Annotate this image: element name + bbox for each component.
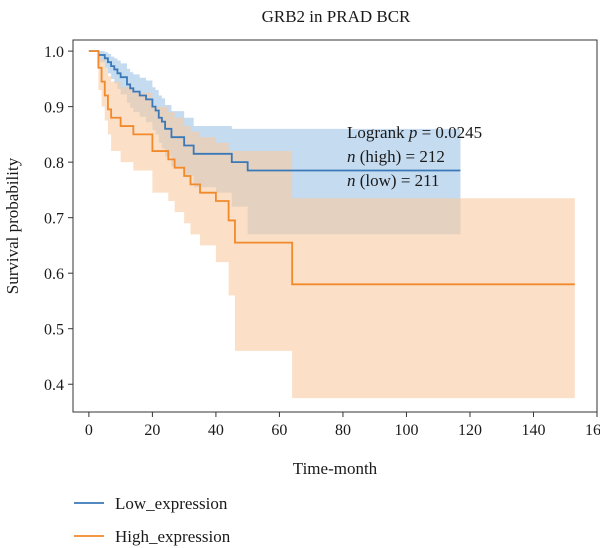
survival-line-high-expression (88, 50, 575, 286)
logrank-p: p (408, 123, 418, 142)
x-tick-label: 140 (521, 422, 545, 439)
x-axis: 0 20 40 60 80 100 120 140 160 (85, 412, 600, 439)
legend: Low_expression High_expression (74, 494, 231, 546)
x-tick-label: 40 (208, 422, 224, 439)
n-low-symbol: n (347, 171, 356, 190)
logrank-annotation: Logrank p = 0.0245 n (high) = 212 n (low… (347, 123, 482, 190)
survival-curves (88, 50, 575, 286)
y-tick-label: 0.9 (44, 100, 64, 117)
confidence-band-low-expression (88, 51, 461, 235)
plot-frame (72, 39, 598, 413)
logrank-line: Logrank p = 0.0245 (347, 123, 482, 142)
x-tick-label: 100 (394, 422, 418, 439)
x-tick-label: 60 (271, 422, 287, 439)
n-low-value: (low) = 211 (356, 171, 440, 190)
survival-line-low-expression (88, 50, 461, 172)
y-tick-label: 0.4 (44, 377, 64, 394)
x-tick-label: 0 (85, 422, 93, 439)
x-tick-label: 80 (335, 422, 351, 439)
y-tick-label: 0.5 (44, 322, 64, 339)
x-axis-label: Time-month (293, 459, 378, 478)
n-high-symbol: n (347, 147, 356, 166)
x-tick-label: 120 (458, 422, 482, 439)
n-high-value: (high) = 212 (356, 147, 445, 166)
confidence-bands (88, 51, 575, 399)
logrank-prefix: Logrank (347, 123, 409, 142)
chart-title: GRB2 in PRAD BCR (262, 7, 411, 26)
n-high-line: n (high) = 212 (347, 147, 445, 166)
y-axis: 0.4 0.5 0.6 0.7 0.8 0.9 1.0 (44, 44, 73, 394)
x-tick-label: 20 (144, 422, 160, 439)
y-tick-label: 0.7 (44, 211, 64, 228)
confidence-band-high-expression (88, 51, 575, 399)
logrank-value: = 0.0245 (417, 123, 482, 142)
legend-label-low-expression: Low_expression (115, 494, 228, 513)
y-tick-label: 0.6 (44, 266, 64, 283)
n-low-line: n (low) = 211 (347, 171, 440, 190)
y-tick-label: 1.0 (44, 44, 64, 61)
legend-label-high-expression: High_expression (115, 527, 231, 546)
x-tick-label: 160 (585, 422, 600, 439)
y-axis-label: Survival probability (3, 157, 22, 294)
y-tick-label: 0.8 (44, 155, 64, 172)
